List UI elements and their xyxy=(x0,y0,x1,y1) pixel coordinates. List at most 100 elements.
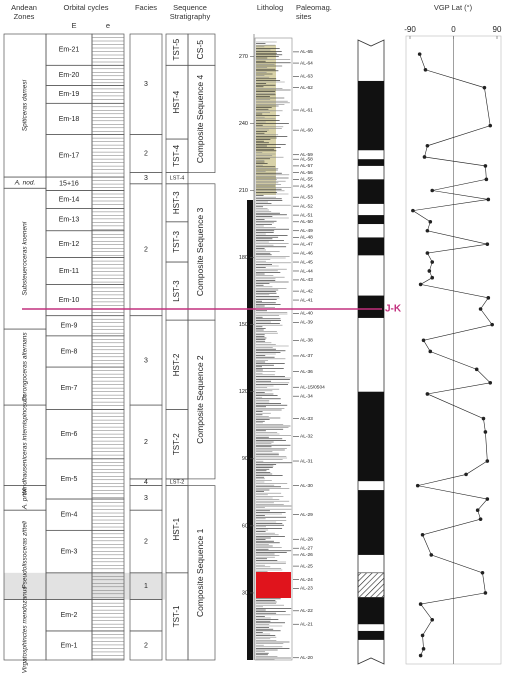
tract-label: HST-1 xyxy=(172,517,181,540)
normal-polarity xyxy=(358,80,384,151)
site-label: AL-44 xyxy=(300,268,313,274)
tract-label: HST-2 xyxy=(172,353,181,376)
orbital-label: Em-5 xyxy=(61,476,78,483)
header: Facies xyxy=(135,3,157,12)
vgp-point xyxy=(411,208,415,213)
height-tick-label: 90 xyxy=(242,456,248,462)
header: Orbital cycles xyxy=(63,3,108,12)
site-label: AL-41 xyxy=(300,297,313,303)
site-label: AL-36 xyxy=(300,369,313,375)
site-label: AL-59 xyxy=(300,152,313,158)
orbital-stripe-box xyxy=(91,630,125,661)
facies-box xyxy=(129,630,163,661)
vgp-point xyxy=(488,380,493,385)
zone-label: A. prox. xyxy=(22,487,29,511)
orbital-label: Em-7 xyxy=(61,385,78,392)
site-label: AL-47 xyxy=(300,241,313,247)
tract-label: TST-5 xyxy=(172,38,181,60)
vgp-point xyxy=(478,517,483,521)
site-label: AL-62 xyxy=(300,85,313,91)
orbital-stripe-box xyxy=(91,176,125,191)
site-label: AL-55 xyxy=(300,177,313,183)
facies-label: 2 xyxy=(144,642,148,649)
site-label: AL-37 xyxy=(300,353,313,359)
normal-polarity xyxy=(358,597,384,625)
site-label: AL-30 xyxy=(300,483,313,489)
header: Stratigraphy xyxy=(170,12,211,21)
facies-label: 2 xyxy=(144,439,148,446)
site-label: AL-34 xyxy=(300,393,313,399)
vgp-point xyxy=(474,367,479,372)
vgp-point xyxy=(417,52,422,56)
facies-label: 3 xyxy=(144,357,148,364)
orbital-label: Em-1 xyxy=(61,642,78,649)
litholog-red xyxy=(256,572,291,598)
header: Sequence xyxy=(173,3,207,12)
sequence-box xyxy=(187,485,216,661)
tract-label: LST-4 xyxy=(170,176,185,182)
vgp-point xyxy=(481,416,486,421)
facies-label: 3 xyxy=(144,81,148,88)
site-label: AL-22 xyxy=(300,608,313,614)
vgp-point xyxy=(428,349,433,354)
vgp-point xyxy=(488,123,493,128)
normal-polarity xyxy=(358,630,384,640)
site-label: AL-15/0504 xyxy=(300,385,325,391)
tract-label: TST-3 xyxy=(172,230,181,252)
vgp-point xyxy=(490,322,494,327)
vgp-point xyxy=(482,85,487,90)
vgp-point xyxy=(484,177,489,182)
site-label: AL-43 xyxy=(300,277,313,283)
height-tick-label: 240 xyxy=(239,121,248,127)
orbital-stripe-box xyxy=(91,599,125,632)
site-label: AL-61 xyxy=(300,107,313,113)
vgp-point xyxy=(485,242,490,246)
orbital-stripe-box xyxy=(91,315,125,337)
orbital-label: Em-9 xyxy=(61,323,78,330)
site-label: AL-60 xyxy=(300,127,313,133)
height-tick-label: 30 xyxy=(242,590,248,596)
orbital-stripe-box xyxy=(91,284,125,317)
facies-label: 2 xyxy=(144,538,148,545)
lat-tick-label: 0 xyxy=(451,25,456,34)
site-label: AL-39 xyxy=(300,320,313,326)
header: Litholog xyxy=(257,3,283,12)
vgp-point xyxy=(425,228,430,233)
header: E xyxy=(71,21,76,30)
normal-polarity xyxy=(358,237,384,256)
orbital-label: Em-2 xyxy=(61,612,78,619)
vgp-line xyxy=(412,54,493,656)
vgp-point xyxy=(420,533,425,537)
jk-label: J-K xyxy=(385,304,402,315)
zone-label: Corongoceras alternans xyxy=(22,332,29,402)
site-label: AL-53 xyxy=(300,194,313,200)
orbital-stripe-box xyxy=(91,335,125,368)
zone-label: Pseudolissoceras zitteli xyxy=(22,521,29,589)
vgp-point xyxy=(425,143,430,148)
orbital-label: Em-8 xyxy=(61,348,78,355)
orbital-label: Em-14 xyxy=(59,196,80,203)
site-label: AL-57 xyxy=(300,163,313,169)
vgp-point xyxy=(483,164,488,168)
orbital-label: Em-4 xyxy=(61,512,78,519)
site-label: AL-45 xyxy=(300,259,313,265)
orbital-stripe-box xyxy=(91,230,125,258)
vgp-point xyxy=(421,338,426,343)
site-label: AL-26 xyxy=(300,552,313,558)
vgp-point xyxy=(415,483,420,488)
normal-polarity xyxy=(358,159,384,166)
site-label: AL-50 xyxy=(300,219,313,225)
vgp-point xyxy=(485,497,490,501)
facies-box xyxy=(129,599,163,632)
vgp-point xyxy=(418,282,423,287)
orbital-label: Em-19 xyxy=(59,91,80,98)
site-label: AL-58 xyxy=(300,156,313,162)
vgp-point xyxy=(475,508,480,513)
vgp-point xyxy=(478,307,483,311)
orbital-stripe-box xyxy=(91,85,125,104)
facies-label: 2 xyxy=(144,247,148,254)
normal-polarity xyxy=(358,490,384,555)
zone-label: Virgatosphinctes mendozanus xyxy=(22,586,29,674)
site-label: AL-46 xyxy=(300,250,313,256)
orbital-label: Em-6 xyxy=(61,431,78,438)
